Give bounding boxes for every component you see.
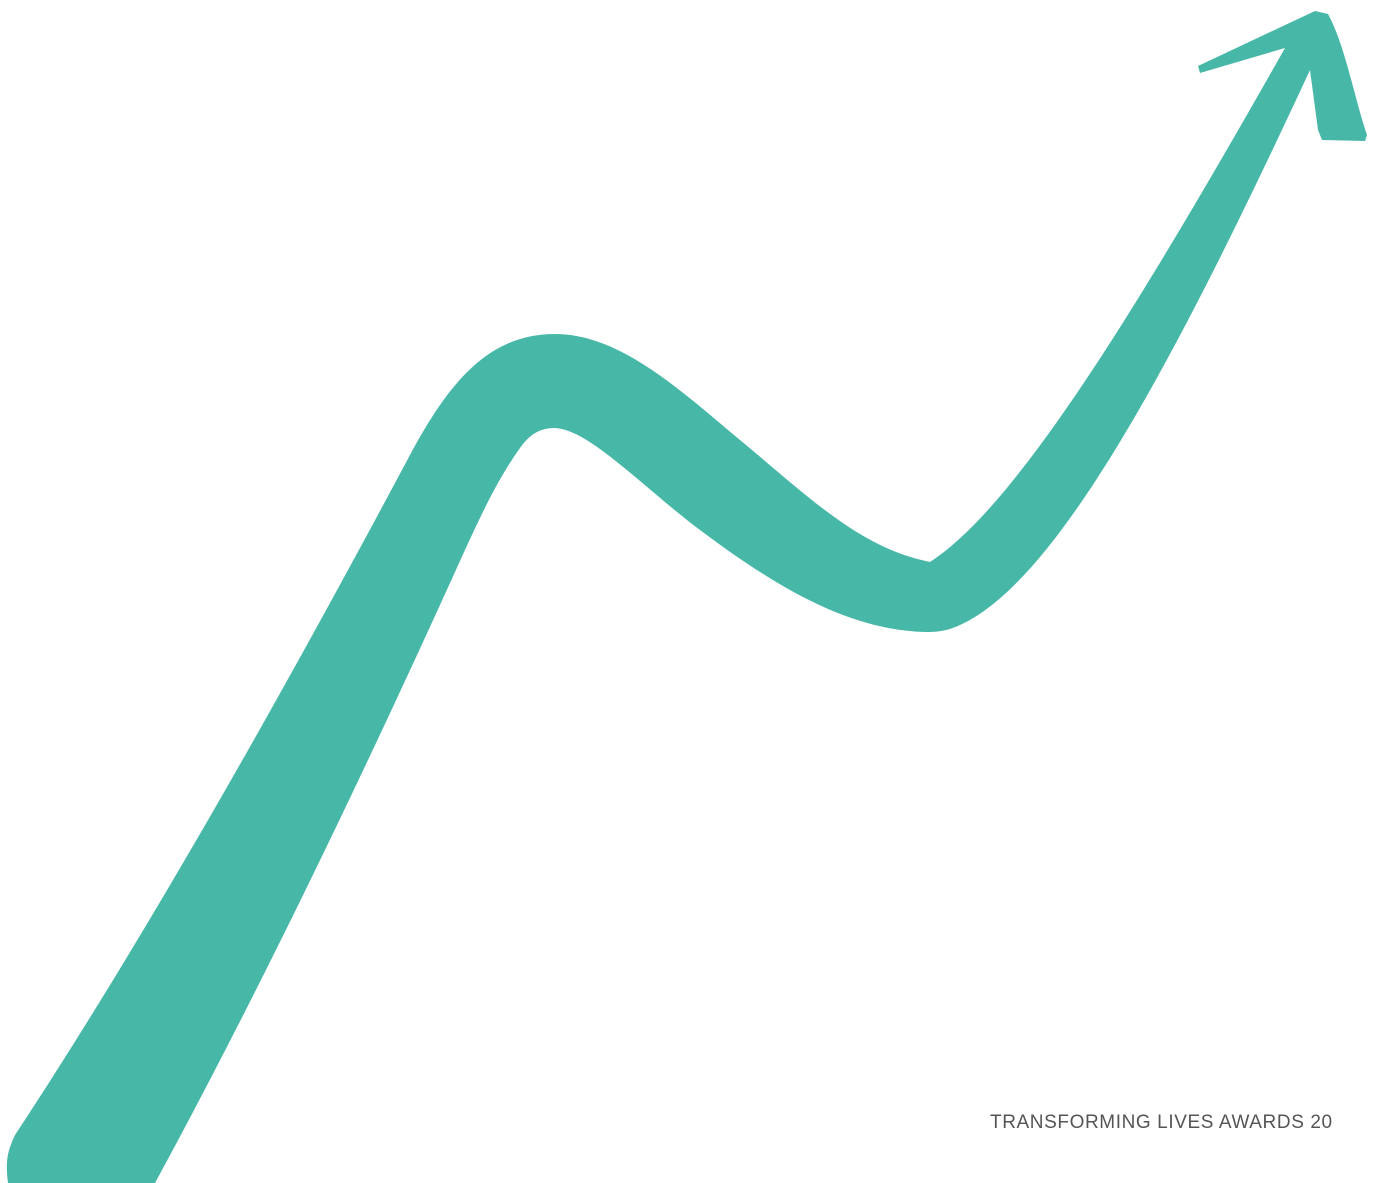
footer-text: TRANSFORMING LIVES AWARDS 20 [990,1112,1333,1133]
arrow-shape [6,11,1367,1183]
